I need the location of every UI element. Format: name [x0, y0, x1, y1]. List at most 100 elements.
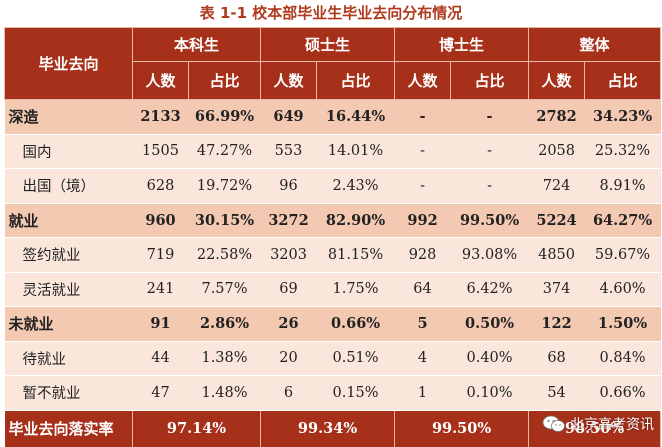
cell-ratio: 59.67%: [584, 237, 661, 273]
cell-ratio: 7.57%: [188, 272, 261, 307]
cell-count: 20: [260, 341, 317, 376]
cell-count: 26: [260, 306, 317, 342]
cell-ratio: 0.10%: [450, 375, 529, 411]
header-count: 人数: [260, 61, 318, 100]
header-count: 人数: [394, 61, 452, 100]
cell-count: 69: [260, 272, 317, 307]
cell-ratio: 1.75%: [316, 272, 395, 307]
cell-count: 2782: [528, 99, 585, 135]
cell-ratio: 30.15%: [188, 203, 261, 238]
cell-ratio: 2.86%: [188, 306, 261, 342]
table-row: 就业 960 30.15% 3272 82.90% 992 99.50% 5224 64.27%: [4, 203, 661, 238]
header-group-overall: 整体: [528, 27, 662, 62]
wechat-icon: [542, 415, 565, 432]
table-row: 签约就业 719 22.58% 3203 81.15% 928 93.08% 4850 59.6…: [4, 237, 661, 273]
cell-ratio: 0.66%: [584, 375, 661, 411]
cell-ratio: 14.01%: [316, 134, 395, 169]
cell-count: 44: [132, 341, 189, 376]
cell-count: 96: [260, 168, 317, 204]
cell-ratio: 1.50%: [584, 306, 661, 342]
cell-count: 54: [528, 375, 585, 411]
cell-ratio: 0.15%: [316, 375, 395, 411]
header-count: 人数: [528, 61, 586, 100]
cell-ratio: 0.50%: [450, 306, 529, 342]
cell-ratio: 6.42%: [450, 272, 529, 307]
table-row: 国内 1505 47.27% 553 14.01% - -2058 25.32%: [4, 134, 661, 169]
cell-ratio: 99.50%: [450, 203, 529, 238]
cell-count: 628: [132, 168, 189, 204]
header-group-master: 硕士生: [260, 27, 396, 62]
header-group-undergrad: 本科生: [131, 27, 262, 62]
cell-count: 122: [528, 306, 585, 342]
cell-ratio: 2.43%: [316, 168, 395, 204]
cell-count: 1505: [132, 134, 189, 169]
cell-count: -: [394, 134, 451, 169]
cell-count: 3272: [260, 203, 317, 238]
table-title: 表 1-1 校本部毕业生毕业去向分布情况: [199, 4, 463, 22]
cell-ratio: 0.84%: [584, 341, 661, 376]
row-label: 国内: [4, 134, 133, 169]
cell-count: 5: [394, 306, 451, 342]
header-ratio: 占比: [584, 61, 662, 100]
cell-ratio: 19.72%: [188, 168, 261, 204]
footer-rate-undergrad: 97.14%: [132, 410, 262, 447]
watermark-text: 北京高考资讯: [570, 417, 654, 433]
row-label: 灵活就业: [4, 272, 133, 307]
cell-count: 3203: [260, 237, 317, 273]
cell-count: 68: [528, 341, 585, 376]
cell-count: -: [394, 168, 451, 204]
cell-count: 649: [260, 99, 317, 135]
cell-ratio: 1.38%: [188, 341, 261, 376]
row-label: 待就业: [4, 341, 133, 376]
watermark: 北京高考资讯: [542, 414, 654, 434]
cell-ratio: 25.32%: [584, 134, 661, 169]
footer-rate-master: 99.34%: [260, 410, 396, 447]
cell-ratio: 0.40%: [450, 341, 529, 376]
row-label: 签约就业: [4, 237, 133, 273]
cell-count: 2058: [528, 134, 585, 169]
cell-ratio: 81.15%: [316, 237, 395, 273]
cell-ratio: 16.44%: [316, 99, 395, 135]
cell-count: 960: [132, 203, 189, 238]
cell-ratio: 34.23%: [584, 99, 661, 135]
row-label: 未就业: [4, 306, 133, 342]
graduate-destination-table: 毕业去向 本科生 硕士生 博士生 整体 人数 占比 人数 占比 人数 占比 人数…: [4, 27, 662, 447]
cell-count: 2133: [132, 99, 189, 135]
header-destination: 毕业去向: [4, 27, 133, 100]
row-label: 出国（境）: [4, 168, 133, 204]
cell-count: 241: [132, 272, 189, 307]
header-count: 人数: [132, 61, 189, 100]
cell-ratio: 1.48%: [188, 375, 261, 411]
table-row: 暂不就业 47 1.48% 6 0.15% 1 0.10% 54 0.66%: [4, 375, 661, 411]
header-ratio: 占比: [450, 61, 530, 100]
cell-ratio: 64.27%: [584, 203, 661, 238]
cell-count: 928: [394, 237, 451, 273]
cell-count: 553: [260, 134, 317, 169]
footer-rate-doctor: 99.50%: [394, 410, 530, 447]
cell-ratio: 82.90%: [316, 203, 395, 238]
cell-ratio: 47.27%: [188, 134, 261, 169]
cell-ratio: -: [450, 99, 529, 135]
cell-ratio: 22.58%: [188, 237, 261, 273]
cell-count: 5224: [528, 203, 585, 238]
cell-count: 374: [528, 272, 585, 307]
cell-count: 1: [394, 375, 451, 411]
header-group-doctor: 博士生: [394, 27, 530, 62]
table-row: 灵活就业 241 7.57% 69 1.75% 64 6.42% 374 4.60%: [4, 272, 661, 307]
cell-ratio: 66.99%: [188, 99, 261, 135]
header-ratio: 占比: [316, 61, 396, 100]
table-row: 待就业 44 1.38% 20 0.51% 4 0.40% 68 0.84%: [4, 341, 661, 376]
cell-count: 4850: [528, 237, 585, 273]
cell-count: -: [394, 99, 451, 135]
cell-count: 4: [394, 341, 451, 376]
cell-count: 992: [394, 203, 451, 238]
cell-ratio: 93.08%: [450, 237, 529, 273]
cell-count: 91: [132, 306, 189, 342]
table-row: 出国（境） 628 19.72% 96 2.43% - -724 8.91%: [4, 168, 661, 204]
cell-ratio: 0.66%: [316, 306, 395, 342]
cell-ratio: 0.51%: [316, 341, 395, 376]
table-row: 未就业 91 2.86% 26 0.66% 5 0.50% 122 1.50%: [4, 306, 661, 342]
cell-ratio: -: [450, 168, 529, 204]
cell-count: 6: [260, 375, 317, 411]
cell-count: 719: [132, 237, 189, 273]
